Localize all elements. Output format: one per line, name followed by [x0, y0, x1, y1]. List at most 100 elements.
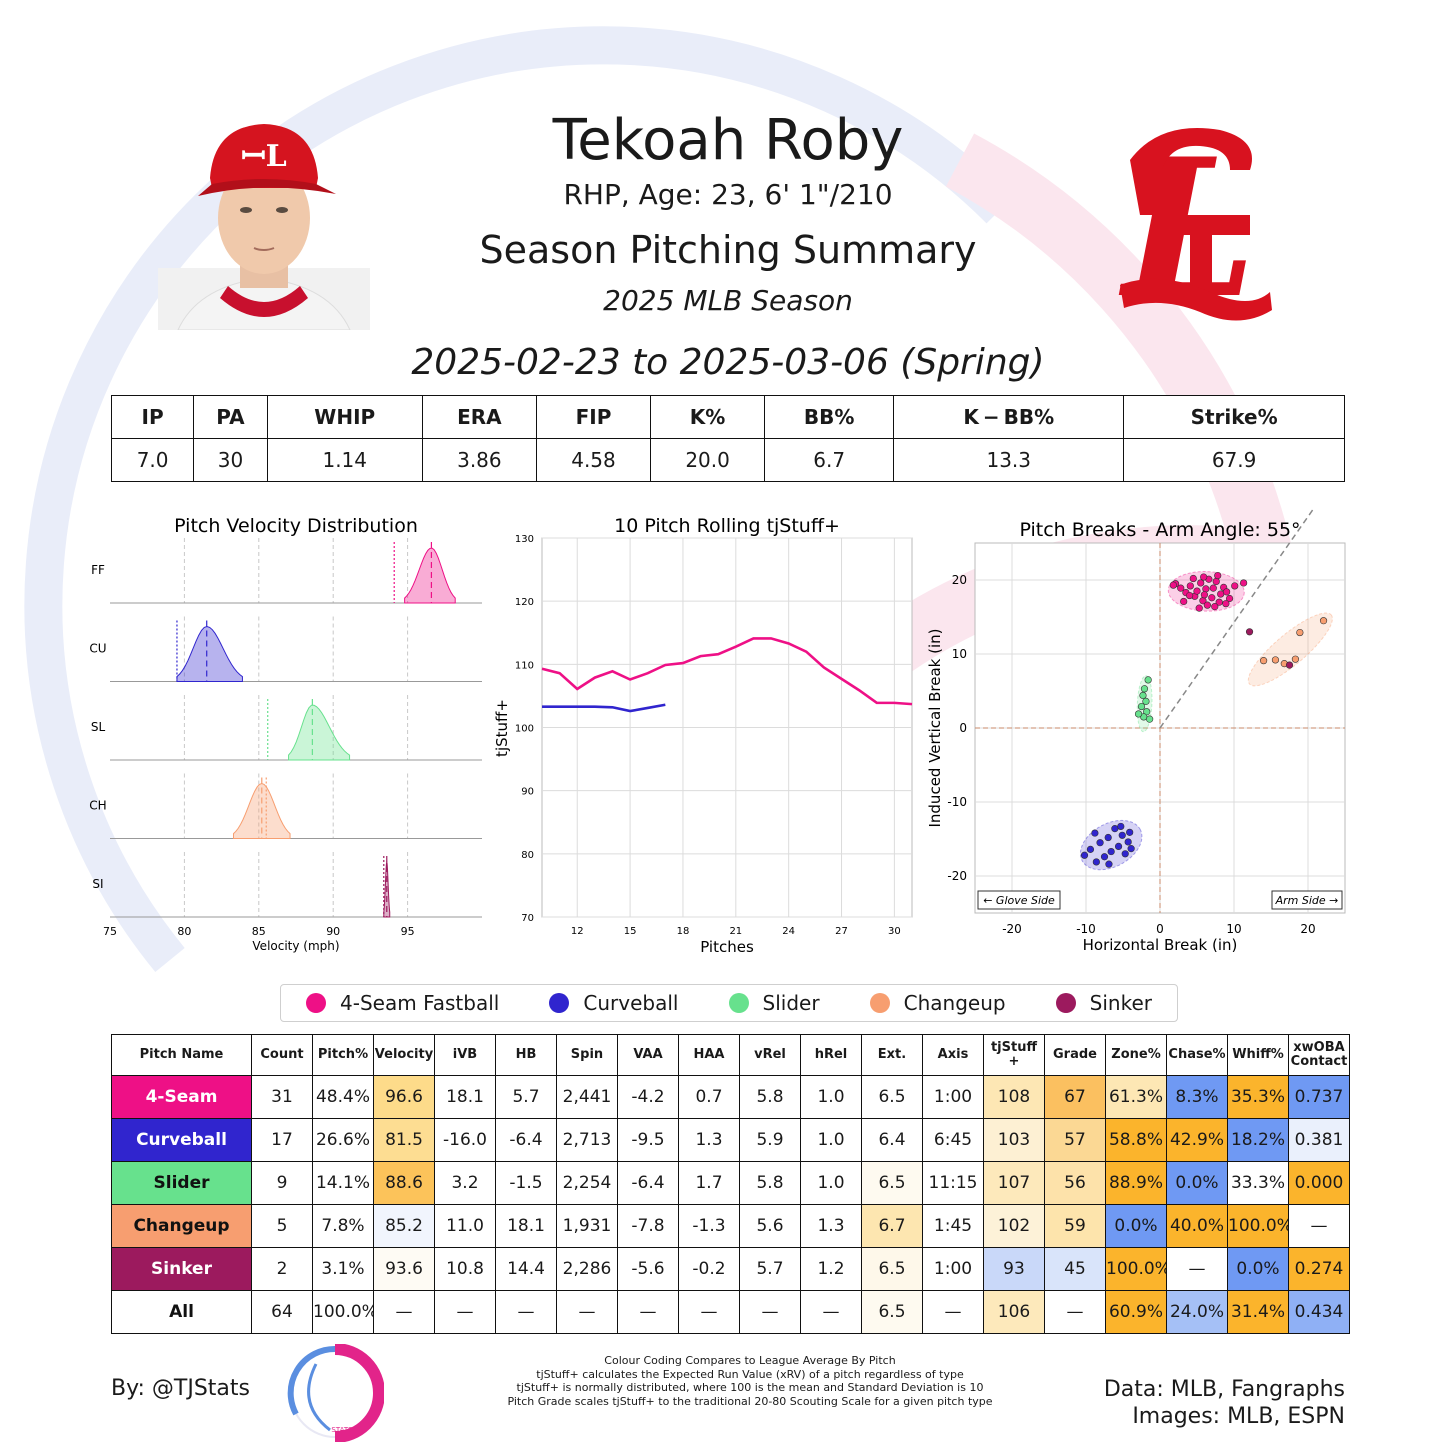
pitch-table-row: Sinker 2 3.1% 93.6 10.8 14.4 2,286 -5.6 -0.2 5.7 1…	[111, 1247, 1350, 1291]
rolling-x-tick: 24	[782, 926, 795, 937]
pitch-table-cell: -16.0	[434, 1118, 496, 1162]
pitch-table-cell: 60.9%	[1105, 1290, 1167, 1334]
pitch-table-cell: —	[495, 1290, 557, 1334]
stat-header: FIP	[535, 395, 652, 439]
stat-value: 3.86	[421, 438, 537, 482]
pitch-table-cell: 100.0%	[312, 1290, 374, 1334]
breaks-point	[1209, 584, 1217, 592]
pitch-table-cell: 3.2	[434, 1161, 496, 1205]
rolling-series-line	[541, 637, 913, 706]
pitch-table-header-cell: Zone%	[1105, 1034, 1167, 1076]
pitch-table-cell: 10.8	[434, 1247, 496, 1291]
pitch-table-cell: 18.1	[434, 1075, 496, 1119]
breaks-point	[1146, 715, 1154, 723]
pitch-table-cell: 1.3	[800, 1204, 862, 1248]
pitch-table-cell: 1.0	[800, 1075, 862, 1119]
rolling-y-tick: 120	[515, 597, 534, 608]
legend-item: Curveball	[549, 991, 678, 1015]
rolling-y-tick: 70	[521, 913, 534, 924]
stat-header: Strike%	[1123, 395, 1345, 439]
pitch-table-cell: 1,931	[556, 1204, 618, 1248]
pitch-table-cell: 1.2	[800, 1247, 862, 1291]
rolling-chart-title: 10 Pitch Rolling tjStuff+	[614, 515, 840, 537]
breaks-point	[1117, 822, 1125, 831]
pitch-table-row: Slider 9 14.1% 88.6 3.2 -1.5 2,254 -6.4 1.7 5.8 1.…	[111, 1161, 1350, 1205]
pitch-table-cell: -7.8	[617, 1204, 679, 1248]
pitch-table-cell: 5.6	[739, 1204, 801, 1248]
pitch-table-cell: 64	[251, 1290, 313, 1334]
rolling-y-tick: 130	[515, 534, 534, 545]
velocity-x-tick: 85	[252, 925, 266, 938]
pitch-table-cell: 85.2	[373, 1204, 435, 1248]
pitch-table-cell: 5.8	[739, 1161, 801, 1205]
player-bio: RHP, Age: 23, 6' 1"/210	[563, 178, 893, 211]
breaks-point	[1080, 851, 1089, 859]
season-stats-table: IP PA WHIP ERA FIP K% BB% K − BB% Strike…	[110, 395, 1345, 482]
stat-value: 20.0	[650, 438, 766, 482]
pitch-table-body: 4-Seam 31 48.4% 96.6 18.1 5.7 2,441 -4.2 0.7 5.8 1…	[111, 1075, 1350, 1334]
pitch-table-cell: 0.7	[678, 1075, 740, 1119]
pitch-table-cell: 1:00	[922, 1247, 984, 1291]
stats-header-row: IP PA WHIP ERA FIP K% BB% K − BB% Strike…	[110, 395, 1345, 439]
pitch-table-header-cell: tjStuff +	[983, 1034, 1045, 1076]
rolling-x-label: Pitches	[700, 938, 754, 956]
breaks-point	[1222, 600, 1230, 608]
pitch-table-header: Pitch Name Count Pitch% Velocity iVB HB Spin VA…	[111, 1034, 1350, 1076]
legend-label: Changeup	[903, 991, 1006, 1015]
pitch-table-cell: 2,254	[556, 1161, 618, 1205]
footer-notes: Colour Coding Compares to League Average…	[470, 1354, 1030, 1408]
breaks-y-tick: -10	[947, 795, 967, 809]
pitch-table-cell: 5.8	[739, 1075, 801, 1119]
breaks-y-label: Induced Vertical Break (in)	[926, 628, 944, 827]
pitch-table-cell: 45	[1044, 1247, 1106, 1291]
pitch-table-cell: —	[800, 1290, 862, 1334]
legend-marker	[1055, 993, 1076, 1013]
velocity-x-tick: 90	[326, 925, 340, 938]
pitch-table-header-cell: xwOBA Contact	[1288, 1034, 1350, 1076]
pitch-table-cell: 8.3%	[1166, 1075, 1228, 1119]
stat-value: 13.3	[893, 438, 1125, 482]
breaks-point	[1086, 845, 1095, 853]
pitch-table-cell: 0.000	[1288, 1161, 1350, 1205]
breaks-point	[1091, 829, 1099, 837]
breaks-point	[1142, 697, 1150, 705]
pitch-table-cell: 6:45	[922, 1118, 984, 1162]
breaks-point	[1096, 839, 1104, 847]
pitch-table-cell: 100.0%	[1227, 1204, 1289, 1248]
player-name: Tekoah Roby	[552, 108, 904, 173]
pitch-name-cell: Curveball	[111, 1118, 252, 1162]
season-label: 2025 MLB Season	[603, 284, 853, 317]
pitch-table-cell: —	[922, 1290, 984, 1334]
stat-value: 6.7	[764, 438, 895, 482]
image-credit: Images: MLB, ESPN	[1132, 1404, 1345, 1429]
legend-item: Changeup	[869, 991, 1006, 1015]
pitch-table-header-cell: Velocity	[373, 1034, 435, 1076]
pitch-table-header-cell: VAA	[617, 1034, 679, 1076]
note-line: tjStuff+ calculates the Expected Run Val…	[536, 1367, 964, 1381]
pitch-table-cell: 0.0%	[1166, 1161, 1228, 1205]
pitch-table-cell: 96.6	[373, 1075, 435, 1119]
pitch-table-cell: —	[617, 1290, 679, 1334]
pitch-table-cell: 56	[1044, 1161, 1106, 1205]
pitch-table-header-cell: Pitch%	[312, 1034, 374, 1076]
breaks-x-tick: 20	[1300, 922, 1315, 936]
pitch-table-cell: 6.5	[861, 1290, 923, 1334]
rolling-y-tick: 110	[515, 660, 534, 671]
pitch-table-cell: 7.8%	[312, 1204, 374, 1248]
pitch-table-cell: 18.1	[495, 1204, 557, 1248]
legend-item: Sinker	[1055, 991, 1152, 1015]
credits: Data: MLB, Fangraphs Images: MLB, ESPN	[1104, 1376, 1345, 1430]
pitch-table-cell: 0.0%	[1105, 1204, 1167, 1248]
pitch-table-cell: 2,713	[556, 1118, 618, 1162]
pitch-table-cell: 106	[983, 1290, 1045, 1334]
breaks-x-tick: 0	[1156, 922, 1164, 936]
pitch-table-cell: 81.5	[373, 1118, 435, 1162]
velocity-pitch-label: FF	[91, 563, 105, 577]
note-line: Pitch Grade scales tjStuff+ to the tradi…	[507, 1394, 993, 1408]
velocity-chart-title: Pitch Velocity Distribution	[174, 515, 418, 537]
pitch-table-cell: 108	[983, 1075, 1045, 1119]
breaks-point	[1195, 604, 1203, 612]
breaks-point	[1223, 588, 1231, 596]
stat-value: 67.9	[1123, 438, 1345, 482]
pitch-name-cell: Sinker	[111, 1247, 252, 1291]
